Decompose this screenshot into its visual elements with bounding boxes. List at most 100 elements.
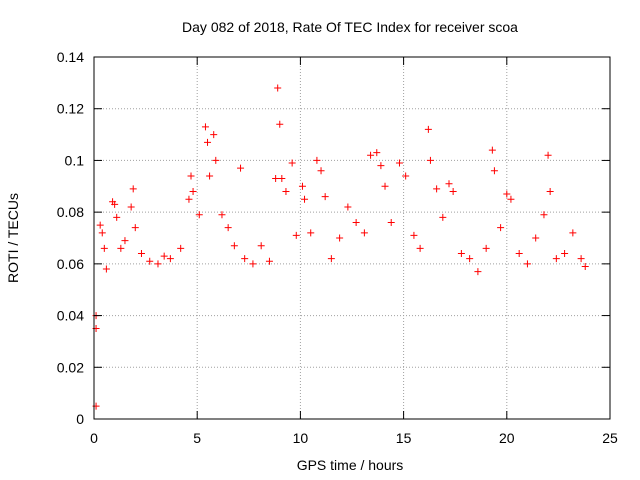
data-point xyxy=(457,250,465,258)
data-points xyxy=(92,84,589,410)
data-point xyxy=(321,193,329,201)
data-point xyxy=(416,244,424,252)
data-point xyxy=(160,252,168,260)
data-point xyxy=(274,84,282,92)
data-point xyxy=(96,221,104,229)
y-axis-label: ROTI / TECUs xyxy=(5,193,21,283)
data-point xyxy=(154,260,162,268)
data-point xyxy=(336,234,344,242)
y-tick-label: 0.14 xyxy=(57,49,84,65)
chart-title: Day 082 of 2018, Rate Of TEC Index for r… xyxy=(182,19,518,35)
data-point xyxy=(288,159,296,167)
data-point xyxy=(301,195,309,203)
x-tick-label: 0 xyxy=(90,430,98,446)
axis-ticks: 0 0.02 0.04 0.06 0.08 0.1 0.12 0.14 0 5 10 15 20 25 xyxy=(57,49,618,446)
data-point xyxy=(410,231,418,239)
data-point xyxy=(577,255,585,263)
data-point xyxy=(282,187,290,195)
data-point xyxy=(474,268,482,276)
data-point xyxy=(490,167,498,175)
data-point xyxy=(298,182,306,190)
data-point xyxy=(313,156,321,164)
data-point xyxy=(206,172,214,180)
data-point xyxy=(100,244,108,252)
data-point xyxy=(503,190,511,198)
data-point xyxy=(466,255,474,263)
data-point xyxy=(488,146,496,154)
data-point xyxy=(113,213,121,221)
y-tick-label: 0 xyxy=(76,411,84,427)
plot-frame xyxy=(93,56,611,420)
data-point xyxy=(367,151,375,159)
data-point xyxy=(497,224,505,232)
data-point xyxy=(307,229,315,237)
data-point xyxy=(581,262,589,270)
data-point xyxy=(230,242,238,250)
data-point xyxy=(177,244,185,252)
y-tick-label: 0.1 xyxy=(65,152,85,168)
data-point xyxy=(257,242,265,250)
data-point xyxy=(532,234,540,242)
data-point xyxy=(327,255,335,263)
data-point xyxy=(98,229,106,237)
data-point xyxy=(212,156,220,164)
x-tick-label: 10 xyxy=(293,430,309,446)
data-point xyxy=(344,203,352,211)
y-tick-label: 0.04 xyxy=(57,308,84,324)
data-point xyxy=(292,231,300,239)
grid-lines xyxy=(94,57,610,419)
data-point xyxy=(189,187,197,195)
data-point xyxy=(272,175,280,183)
data-point xyxy=(387,218,395,226)
data-point xyxy=(204,138,212,146)
data-point xyxy=(395,159,403,167)
data-point xyxy=(146,257,154,265)
data-point xyxy=(424,125,432,133)
data-point xyxy=(377,162,385,170)
data-point xyxy=(317,167,325,175)
x-tick-label: 15 xyxy=(396,430,412,446)
data-point xyxy=(249,260,257,268)
data-point xyxy=(360,229,368,237)
data-point xyxy=(381,182,389,190)
data-point xyxy=(507,195,515,203)
x-tick-label: 25 xyxy=(602,430,618,446)
data-point xyxy=(210,131,218,139)
data-point xyxy=(445,180,453,188)
data-point xyxy=(276,120,284,128)
data-point xyxy=(544,151,552,159)
data-point xyxy=(373,149,381,157)
data-point xyxy=(102,265,110,273)
x-tick-label: 5 xyxy=(193,430,201,446)
data-point xyxy=(552,255,560,263)
data-point xyxy=(515,250,523,258)
data-point xyxy=(117,244,125,252)
data-point xyxy=(187,172,195,180)
data-point xyxy=(185,195,193,203)
y-tick-label: 0.08 xyxy=(57,204,84,220)
data-point xyxy=(224,224,232,232)
y-tick-label: 0.12 xyxy=(57,101,84,117)
data-point xyxy=(129,185,137,193)
data-point xyxy=(482,244,490,252)
x-axis-label: GPS time / hours xyxy=(297,457,404,473)
y-tick-label: 0.06 xyxy=(57,256,84,272)
data-point xyxy=(131,224,139,232)
data-point xyxy=(237,164,245,172)
data-point xyxy=(278,175,286,183)
data-point xyxy=(111,200,119,208)
data-point xyxy=(127,203,135,211)
data-point xyxy=(540,211,548,219)
data-point xyxy=(546,187,554,195)
data-point xyxy=(352,218,360,226)
data-point xyxy=(166,255,174,263)
data-point xyxy=(265,257,273,265)
data-point xyxy=(523,260,531,268)
data-point xyxy=(569,229,577,237)
data-point xyxy=(402,172,410,180)
data-point xyxy=(241,255,249,263)
y-tick-label: 0.02 xyxy=(57,359,84,375)
data-point xyxy=(195,211,203,219)
data-point xyxy=(201,123,209,131)
